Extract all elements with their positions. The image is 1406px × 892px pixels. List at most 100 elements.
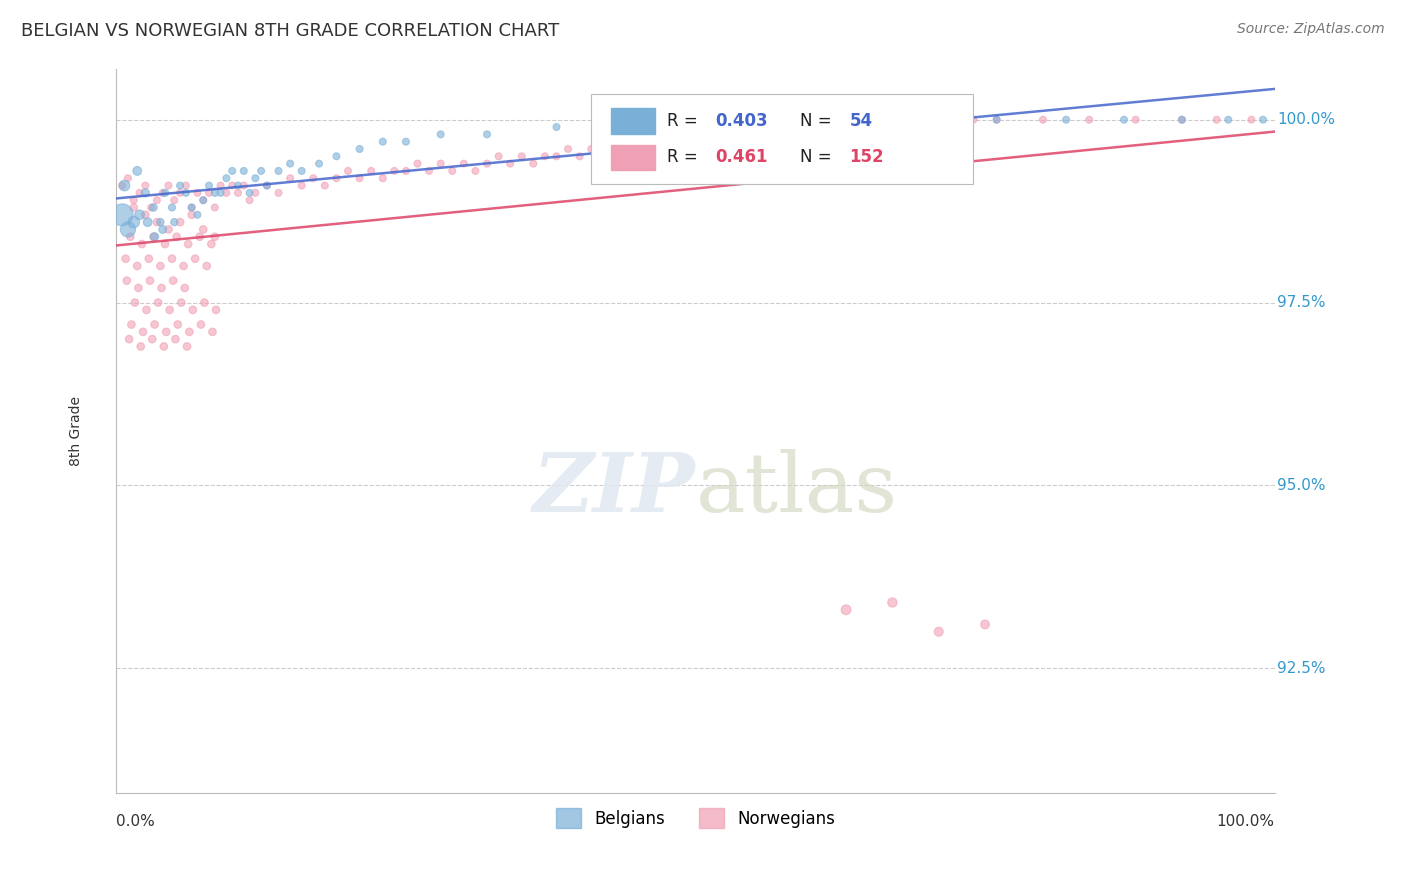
Point [184, 252, 207, 266]
FancyBboxPatch shape [592, 94, 973, 185]
Text: 8th Grade: 8th Grade [69, 395, 83, 466]
Point [239, 193, 262, 207]
Point [418, 164, 440, 178]
Text: 0.403: 0.403 [716, 112, 768, 129]
Point [429, 156, 451, 170]
Point [718, 135, 741, 149]
Text: Source: ZipAtlas.com: Source: ZipAtlas.com [1237, 22, 1385, 37]
Point [672, 135, 695, 149]
Text: ZIP: ZIP [533, 449, 696, 529]
Point [169, 178, 191, 193]
Point [124, 295, 146, 310]
Point [395, 135, 418, 149]
Point [122, 215, 145, 229]
Point [568, 149, 591, 163]
Point [160, 201, 183, 215]
Point [146, 193, 169, 207]
Point [1112, 112, 1135, 127]
Point [534, 149, 557, 163]
Point [1218, 112, 1240, 127]
Point [557, 142, 579, 156]
Point [962, 112, 984, 127]
Point [174, 178, 197, 193]
Text: 100.0%: 100.0% [1216, 814, 1275, 830]
Point [429, 128, 451, 142]
Point [204, 229, 226, 244]
Point [122, 201, 145, 215]
Point [200, 237, 222, 252]
Point [170, 295, 193, 310]
Point [176, 339, 198, 353]
Point [846, 120, 869, 134]
Text: 152: 152 [849, 148, 884, 166]
Point [155, 325, 177, 339]
Point [117, 222, 139, 236]
Point [128, 186, 150, 200]
Point [204, 186, 226, 200]
Point [603, 142, 626, 156]
Point [245, 171, 267, 186]
Point [150, 281, 173, 295]
Point [510, 149, 533, 163]
Point [406, 156, 429, 170]
Point [824, 120, 846, 134]
Point [835, 603, 858, 617]
Text: N =: N = [800, 112, 837, 129]
Point [302, 171, 325, 186]
Point [661, 142, 683, 156]
Point [986, 112, 1008, 127]
Point [226, 186, 249, 200]
Point [349, 142, 371, 156]
Point [325, 149, 347, 163]
Point [115, 274, 138, 288]
Point [120, 229, 142, 244]
Text: 54: 54 [849, 112, 873, 129]
Point [291, 178, 314, 193]
Point [111, 208, 134, 222]
Point [939, 112, 962, 127]
Point [180, 208, 202, 222]
Point [111, 178, 134, 193]
Point [114, 178, 136, 193]
Point [177, 237, 200, 252]
Point [1251, 112, 1274, 127]
Text: 0.0%: 0.0% [117, 814, 155, 830]
Point [181, 302, 204, 317]
Point [190, 318, 212, 332]
Point [153, 186, 176, 200]
Point [157, 222, 180, 236]
Point [143, 318, 166, 332]
Point [157, 178, 180, 193]
FancyBboxPatch shape [612, 108, 655, 134]
Point [1171, 112, 1194, 127]
Point [800, 112, 823, 127]
Point [278, 171, 301, 186]
Point [371, 171, 394, 186]
Point [153, 237, 176, 252]
Point [325, 171, 347, 186]
Point [143, 229, 166, 244]
Point [267, 186, 290, 200]
Point [488, 149, 510, 163]
Point [153, 339, 176, 353]
Point [603, 120, 626, 134]
Point [308, 156, 330, 170]
Text: BELGIAN VS NORWEGIAN 8TH GRADE CORRELATION CHART: BELGIAN VS NORWEGIAN 8TH GRADE CORRELATI… [21, 22, 560, 40]
Point [915, 120, 938, 134]
Point [165, 332, 187, 346]
Point [127, 259, 149, 273]
Point [142, 229, 165, 244]
Point [139, 274, 162, 288]
Point [162, 274, 184, 288]
Point [858, 112, 880, 127]
Point [239, 186, 262, 200]
Point [221, 164, 243, 178]
Point [614, 142, 637, 156]
Point [245, 186, 267, 200]
Point [122, 193, 145, 207]
Point [278, 156, 301, 170]
Point [382, 164, 405, 178]
Point [209, 178, 232, 193]
Point [974, 617, 997, 632]
Point [882, 120, 904, 134]
